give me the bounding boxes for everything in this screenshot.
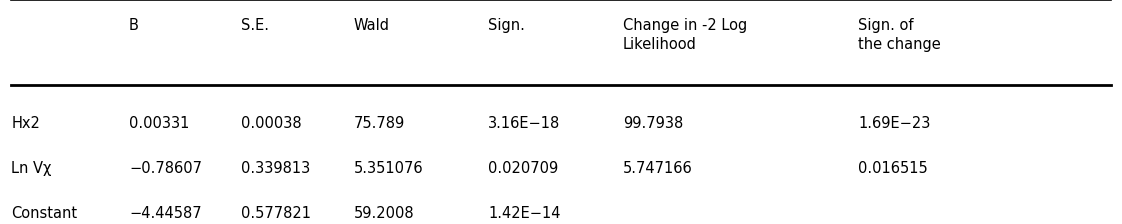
Text: 0.00331: 0.00331	[129, 116, 190, 131]
Text: B: B	[129, 18, 139, 33]
Text: 0.020709: 0.020709	[488, 161, 559, 176]
Text: 0.00038: 0.00038	[241, 116, 302, 131]
Text: −4.44587: −4.44587	[129, 206, 202, 221]
Text: −0.78607: −0.78607	[129, 161, 202, 176]
Text: 5.747166: 5.747166	[623, 161, 692, 176]
Text: 0.339813: 0.339813	[241, 161, 311, 176]
Text: Change in -2 Log
Likelihood: Change in -2 Log Likelihood	[623, 18, 747, 52]
Text: 59.2008: 59.2008	[353, 206, 414, 221]
Text: 0.577821: 0.577821	[241, 206, 311, 221]
Text: Sign.: Sign.	[488, 18, 525, 33]
Text: Sign. of
the change: Sign. of the change	[858, 18, 941, 52]
Text: Hx2: Hx2	[11, 116, 40, 131]
Text: S.E.: S.E.	[241, 18, 269, 33]
Text: 0.016515: 0.016515	[858, 161, 928, 176]
Text: 1.69E−23: 1.69E−23	[858, 116, 931, 131]
Text: 5.351076: 5.351076	[353, 161, 423, 176]
Text: 75.789: 75.789	[353, 116, 405, 131]
Text: 3.16E−18: 3.16E−18	[488, 116, 560, 131]
Text: Ln Vχ: Ln Vχ	[11, 161, 52, 176]
Text: Constant: Constant	[11, 206, 77, 221]
Text: Wald: Wald	[353, 18, 389, 33]
Text: 99.7938: 99.7938	[623, 116, 683, 131]
Text: 1.42E−14: 1.42E−14	[488, 206, 561, 221]
